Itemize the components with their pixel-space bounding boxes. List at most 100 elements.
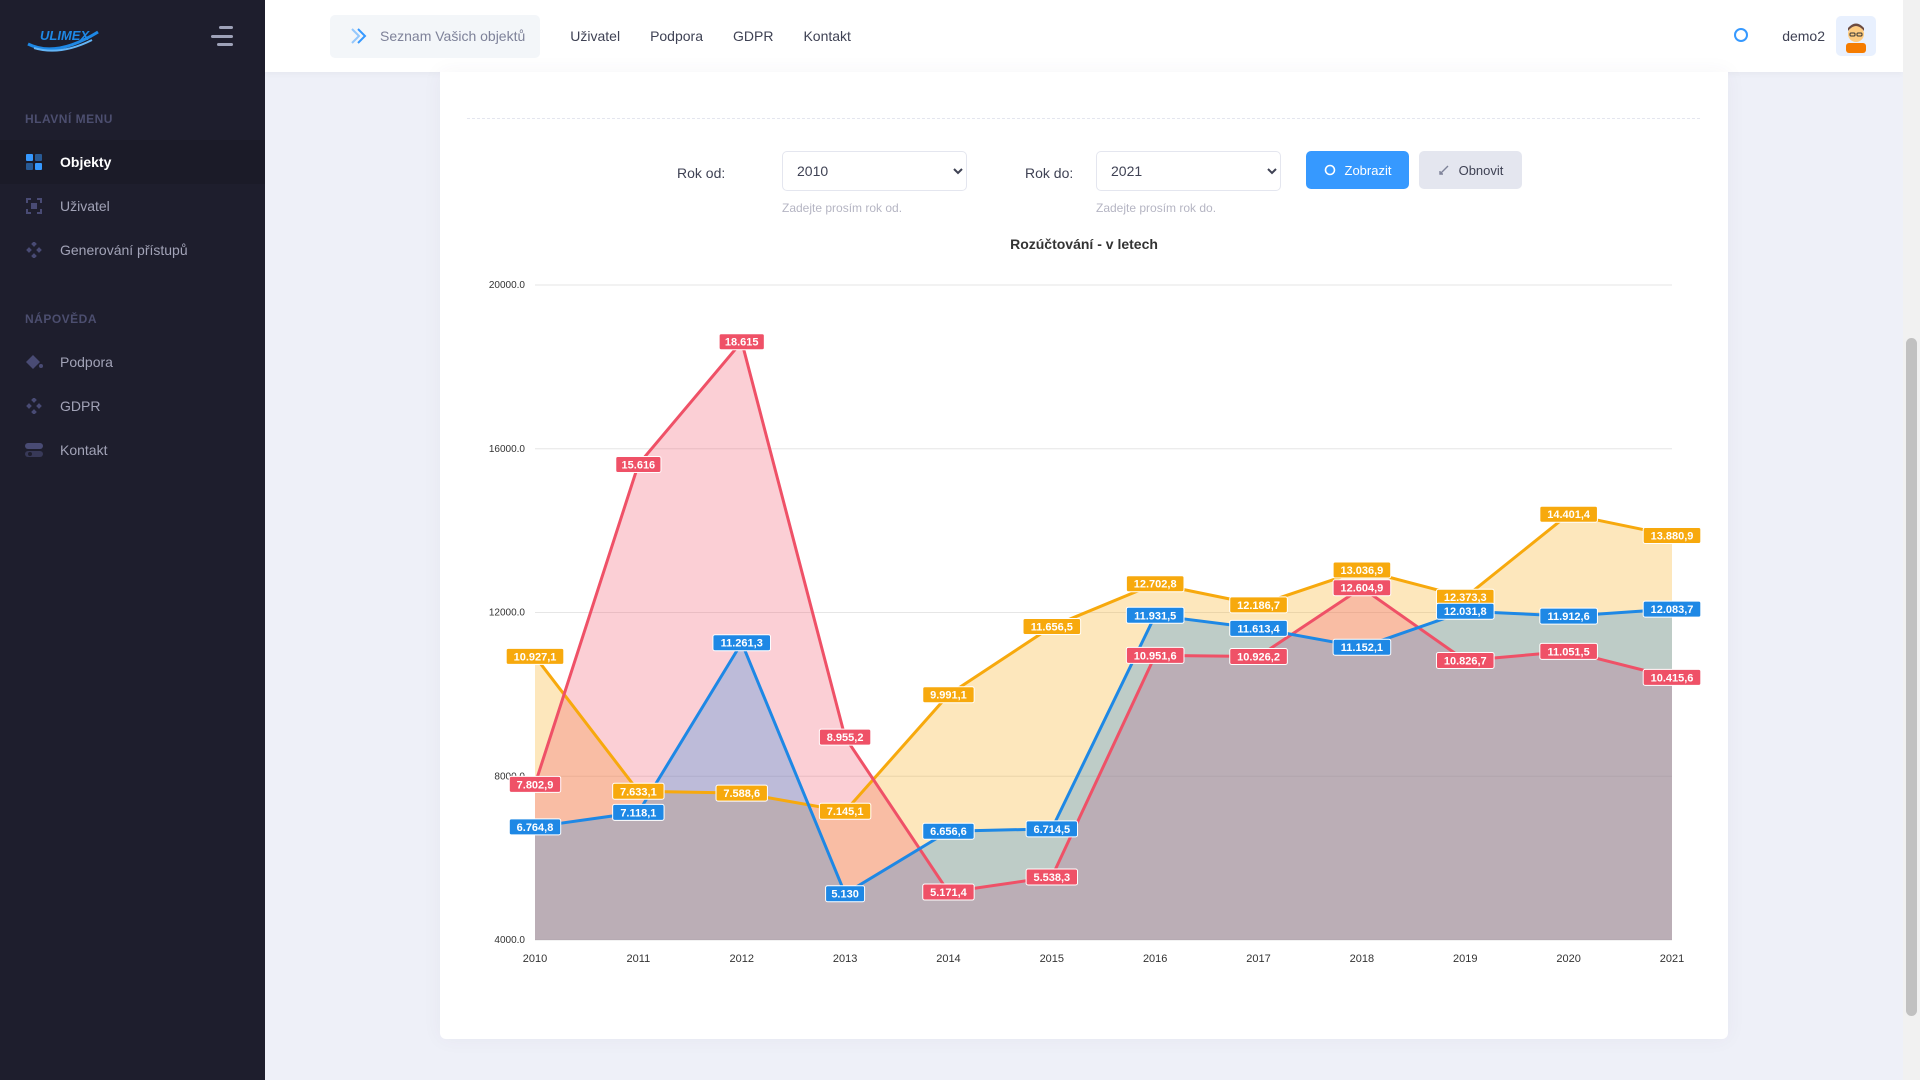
data-label: 7.145,1 [827, 806, 864, 818]
data-label: 11.613,4 [1237, 623, 1280, 635]
show-button-label: Zobrazit [1344, 162, 1392, 178]
data-label-bg [1539, 642, 1598, 660]
data-label: 12.373,3 [1444, 592, 1487, 604]
data-label-bg [612, 782, 665, 800]
logo[interactable]: ULIMEX [26, 18, 100, 54]
data-label-bg [712, 634, 772, 652]
data-label-bg [1125, 606, 1185, 624]
data-label: 5.538,3 [1033, 872, 1070, 884]
data-label-bg [1332, 638, 1392, 656]
header-right: demo2 [1732, 16, 1876, 56]
y-tick-label: 16000.0 [489, 444, 526, 455]
data-label-bg [508, 818, 562, 836]
x-tick-label: 2019 [1453, 953, 1477, 965]
chart-title: Rozúčtování - v letech [1010, 236, 1158, 252]
year-to-select[interactable]: 2021 [1096, 151, 1281, 191]
menu-section-title: HLAVNÍ MENU [25, 112, 113, 126]
data-label-bg [505, 647, 565, 665]
sidebar-item-gdpr[interactable]: GDPR [0, 384, 265, 428]
reset-button[interactable]: Obnovit [1419, 151, 1522, 189]
sidebar-item-generovani-pristupu[interactable]: Generování přístupů [0, 228, 265, 272]
y-tick-label: 20000.0 [489, 280, 526, 291]
objects-list-button[interactable]: Seznam Vašich objektů [330, 14, 541, 58]
nav-link-uzivatel[interactable]: Uživatel [570, 28, 621, 44]
page-scrollbar[interactable] [1903, 0, 1920, 1080]
user-avatar-icon [1846, 23, 1866, 53]
x-tick-label: 2011 [627, 953, 651, 965]
data-label-bg [1025, 868, 1079, 886]
data-label: 14.401,4 [1547, 509, 1591, 521]
data-label: 11.912,6 [1548, 611, 1590, 623]
sidebar-item-uzivatel[interactable]: Uživatel [0, 184, 265, 228]
data-label: 11.656,5 [1031, 622, 1073, 634]
scrollbar-thumb[interactable] [1906, 338, 1917, 1016]
data-label-bg [825, 885, 866, 903]
toggle-icon [25, 441, 43, 459]
year-from-select[interactable]: 2010 [782, 151, 967, 191]
data-label: 11.261,3 [721, 638, 763, 650]
double-chevron-right-icon [349, 27, 369, 45]
x-tick-label: 2013 [833, 953, 857, 965]
data-label: 7.802,9 [517, 779, 554, 791]
avatar[interactable] [1836, 16, 1876, 56]
sidebar-item-objekty[interactable]: Objekty [0, 140, 265, 184]
data-label: 7.118,1 [620, 807, 656, 819]
data-label-bg [922, 883, 975, 901]
data-label: 7.588,6 [723, 788, 760, 800]
data-label: 11.931,5 [1134, 610, 1176, 622]
sidebar-toggle-button[interactable] [209, 26, 233, 46]
year-from-hint: Zadejte prosím rok od. [782, 201, 903, 215]
data-label: 7.633,1 [620, 786, 657, 798]
year-from-label: Rok od: [677, 165, 726, 181]
nav-link-podpora[interactable]: Podpora [650, 28, 703, 44]
data-label-bg [818, 802, 872, 820]
grid-icon [25, 153, 43, 171]
data-label: 5.130 [831, 889, 859, 901]
show-button[interactable]: Zobrazit [1306, 151, 1409, 189]
x-tick-label: 2021 [1660, 953, 1684, 965]
data-label-bg [1642, 668, 1702, 686]
data-label-bg [1022, 618, 1082, 636]
username[interactable]: demo2 [1782, 28, 1825, 44]
divider [467, 118, 1700, 119]
data-label: 8.955,2 [827, 732, 864, 744]
data-label-bg [922, 686, 975, 704]
sidebar-item-label: Generování přístupů [60, 242, 188, 258]
data-label-bg [1125, 646, 1185, 664]
data-label: 6.764,8 [517, 822, 554, 834]
series-area [535, 341, 1672, 940]
search-icon[interactable] [1732, 26, 1752, 46]
sidebar-item-label: Podpora [60, 354, 113, 370]
data-label: 9.991,1 [930, 690, 967, 702]
chart-container: Rozúčtování - v letech 20000.0 16000.0 120… [440, 232, 1728, 992]
data-label: 12.186,7 [1237, 600, 1280, 612]
data-label-bg [715, 784, 768, 802]
data-label: 5.171,4 [930, 887, 968, 899]
data-label: 11.051,5 [1548, 646, 1590, 658]
sidebar-item-kontakt[interactable]: Kontakt [0, 428, 265, 472]
search-icon [1324, 164, 1336, 176]
dots-icon [25, 241, 43, 259]
data-label-bg [1332, 579, 1392, 597]
data-label: 13.036,9 [1340, 565, 1383, 577]
close-icon [1438, 164, 1450, 176]
burger-line [219, 26, 233, 29]
data-label-bg [1229, 619, 1288, 637]
data-label: 11.152,1 [1341, 642, 1383, 654]
logo-text: ULIMEX [40, 28, 90, 43]
sidebar-item-label: GDPR [60, 398, 101, 414]
nav-link-gdpr[interactable]: GDPR [733, 28, 774, 44]
nav-link-kontakt[interactable]: Kontakt [803, 28, 851, 44]
data-label: 10.926,2 [1237, 651, 1280, 663]
sidebar-item-podpora[interactable]: Podpora [0, 340, 265, 384]
data-label-bg [1642, 527, 1702, 545]
data-label-bg [922, 822, 975, 840]
data-label: 12.702,8 [1134, 579, 1177, 591]
data-label: 18.615 [725, 337, 759, 349]
sidebar-item-label: Uživatel [60, 198, 110, 214]
sidebar: ULIMEX HLAVNÍ MENU Objekty Uživatel Gene… [0, 0, 265, 1080]
x-tick-label: 2014 [936, 953, 960, 965]
data-label-bg [1539, 505, 1598, 523]
brand: ULIMEX [0, 0, 265, 72]
data-label: 10.951,6 [1134, 650, 1177, 662]
